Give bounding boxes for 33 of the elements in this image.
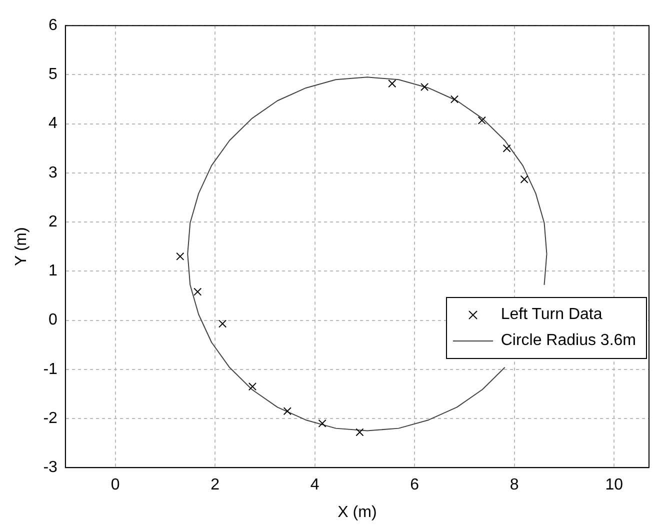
- x-tick-label: 0: [110, 476, 120, 494]
- y-tick-label: 5: [48, 66, 58, 84]
- point: [388, 80, 396, 88]
- x-tick-label: 4: [310, 476, 320, 494]
- point: [420, 82, 429, 92]
- y-tick-label: 1: [48, 262, 58, 280]
- x-axis-title: X (m): [338, 504, 377, 521]
- point: [478, 116, 486, 124]
- point: [502, 144, 511, 152]
- point: [318, 419, 326, 428]
- point: [218, 320, 227, 328]
- x-tick-label: 10: [605, 476, 624, 494]
- y-tick-label: 4: [48, 115, 58, 132]
- y-tick-label: -1: [43, 360, 58, 378]
- point: [520, 175, 528, 184]
- point: [450, 95, 459, 104]
- point: [194, 288, 202, 296]
- point: [248, 382, 257, 391]
- y-axis-title: Y (m): [13, 227, 30, 266]
- y-tick-label: 6: [48, 17, 58, 34]
- x-tick-label: 8: [510, 476, 519, 494]
- y-tick-label: 2: [48, 213, 58, 230]
- point: [283, 407, 292, 416]
- y-tick-label: -3: [43, 459, 58, 476]
- y-tick-label: 3: [48, 164, 58, 182]
- y-tick-label: -2: [43, 410, 58, 427]
- point: [356, 428, 364, 436]
- legend-label: Circle Radius 3.6m: [500, 331, 636, 352]
- x-tick-label: 6: [410, 476, 420, 494]
- point: [176, 252, 184, 260]
- y-tick-label: 0: [48, 312, 58, 329]
- x-tick-label: 2: [210, 476, 220, 494]
- legend-label: Left Turn Data: [500, 305, 602, 326]
